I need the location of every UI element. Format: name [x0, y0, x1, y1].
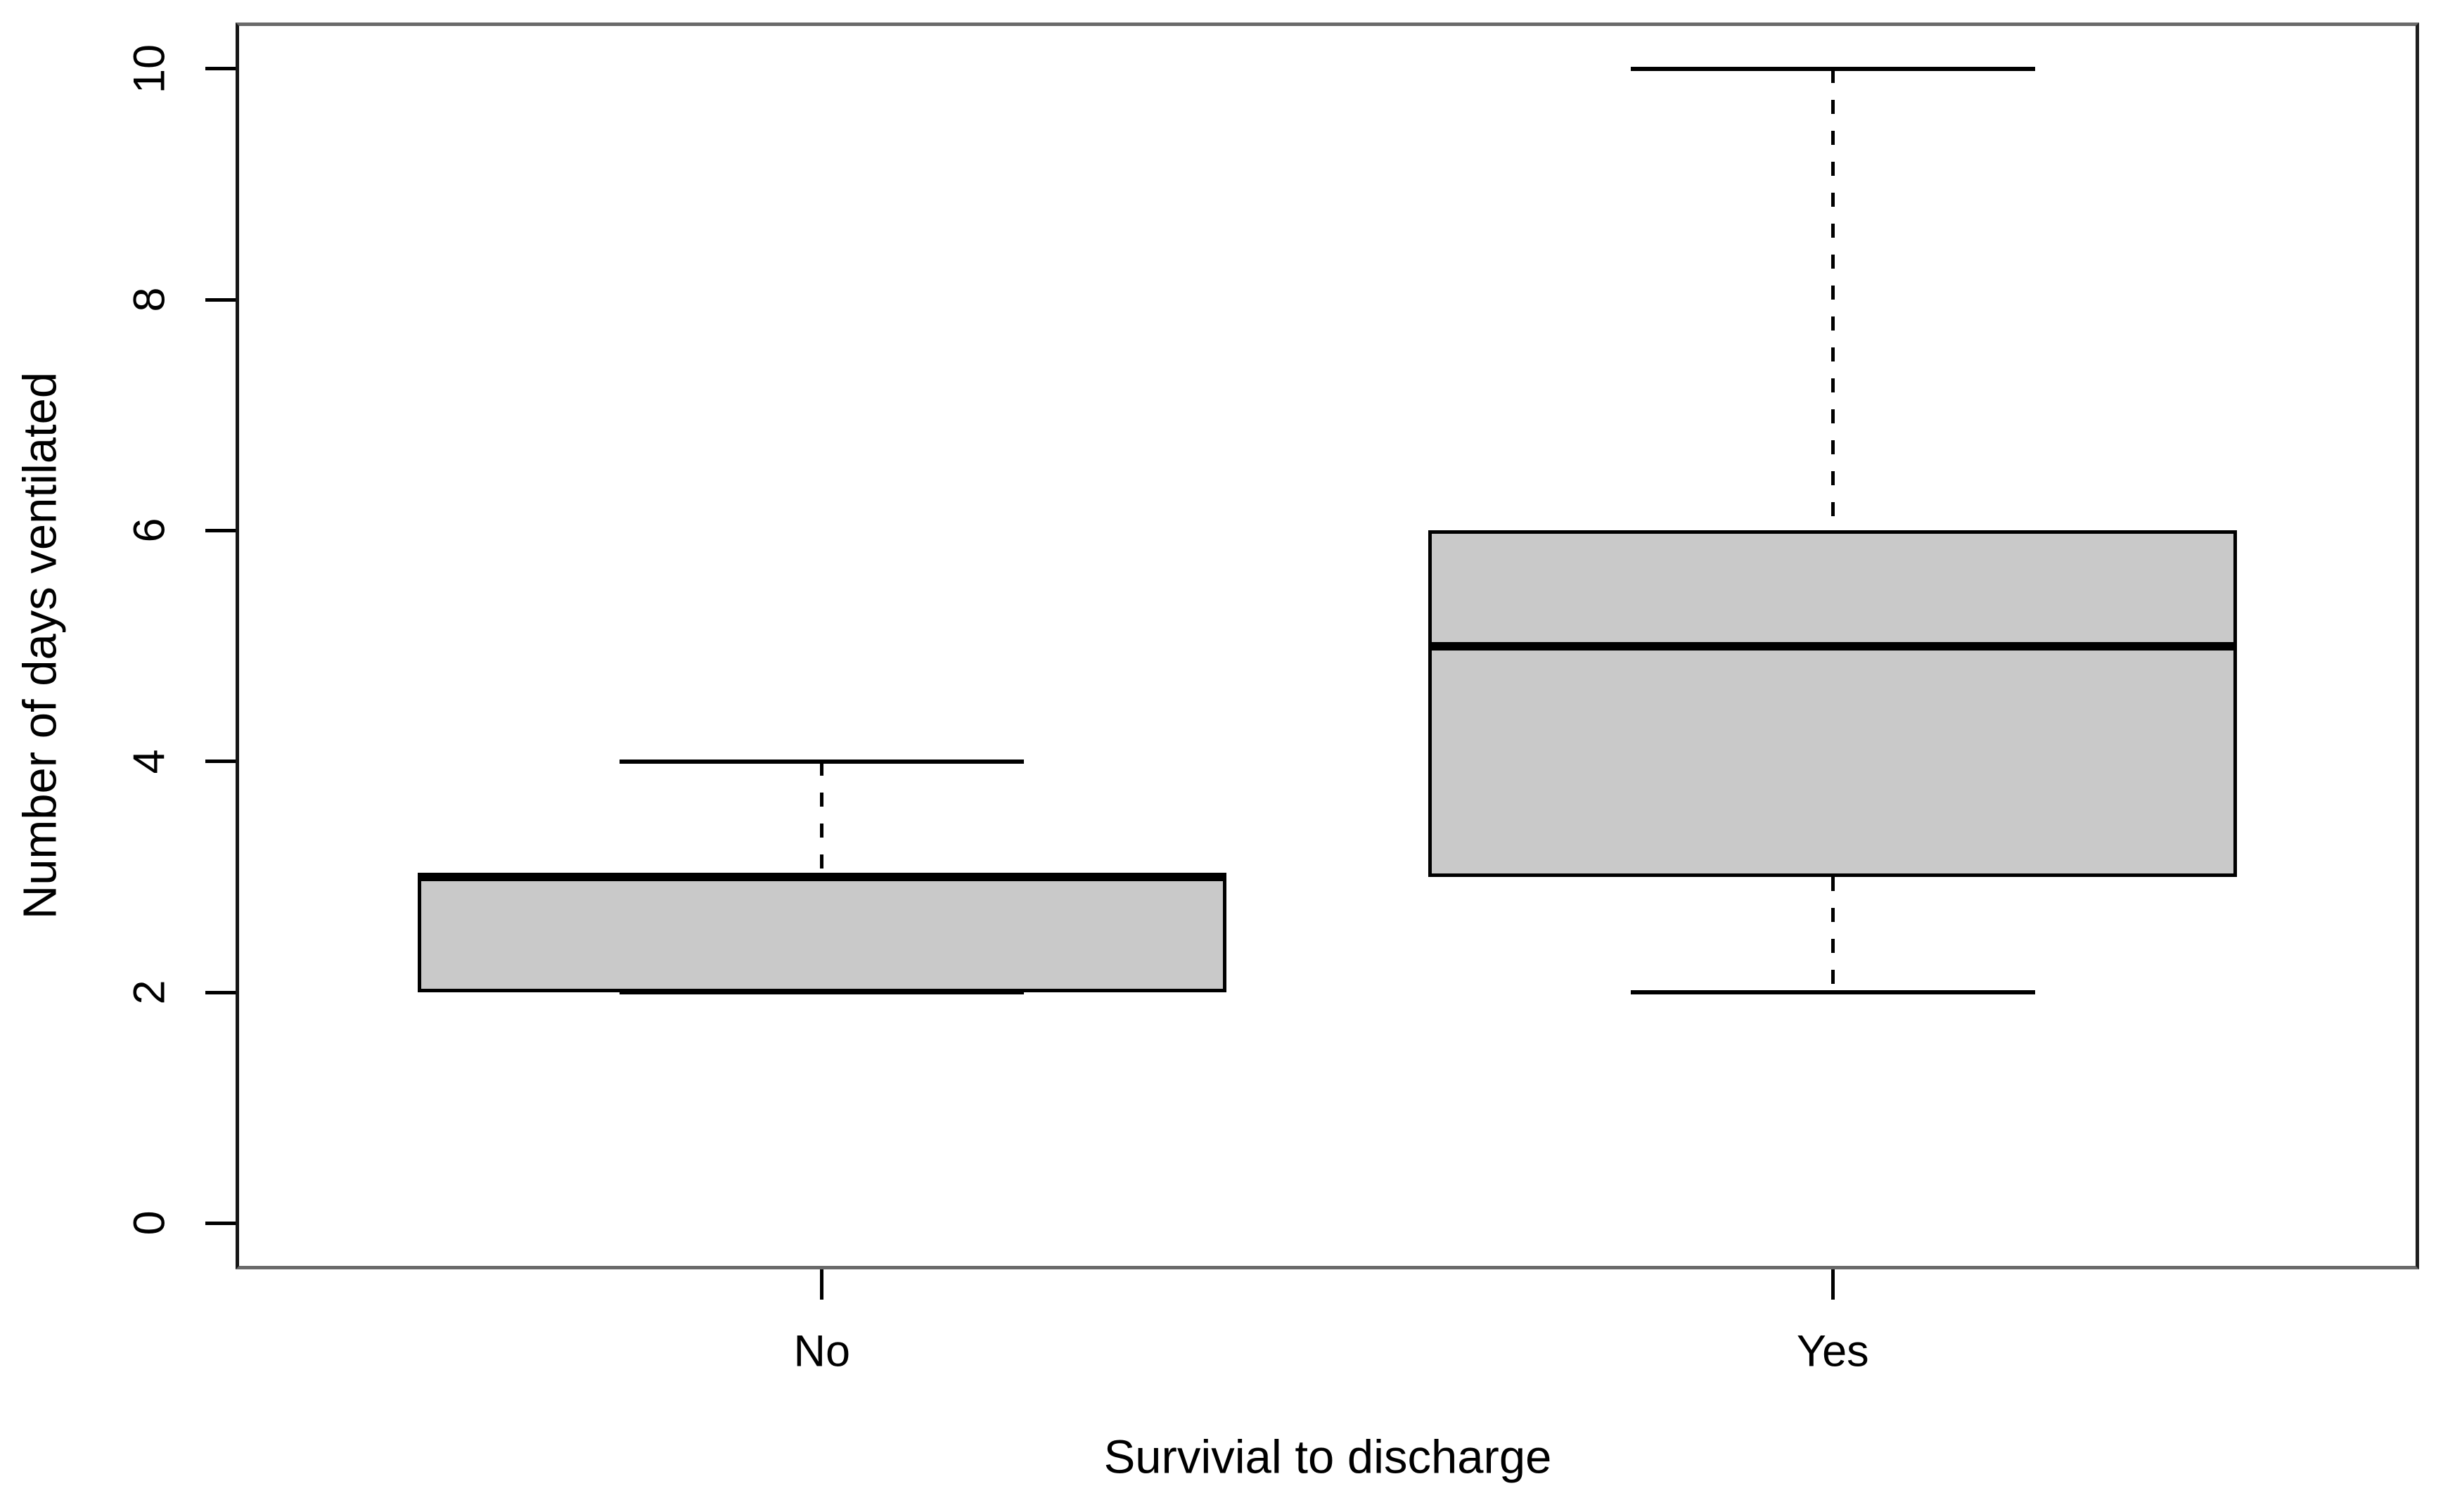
- plot-frame: [236, 23, 2419, 1269]
- y-axis-tick: [205, 297, 236, 302]
- x-axis-title: Survivial to discharge: [1103, 1430, 1552, 1484]
- y-axis-tick-label: 4: [124, 749, 174, 774]
- lower-whisker-cap: [1630, 990, 2035, 994]
- upper-whisker-cap: [1630, 66, 2035, 71]
- y-axis-tick: [205, 67, 236, 71]
- lower-whisker-cap: [620, 990, 1025, 994]
- upper-whisker-line: [1830, 68, 1835, 531]
- lower-whisker-line: [1830, 876, 1835, 992]
- y-axis-tick: [205, 528, 236, 532]
- iqr-box: [417, 876, 1226, 992]
- y-axis-tick-label: 2: [124, 980, 174, 1005]
- y-axis-tick-label: 8: [124, 287, 174, 312]
- y-axis-tick-label: 0: [124, 1210, 174, 1236]
- x-axis-category-label: No: [793, 1326, 851, 1376]
- y-axis-title: Number of days ventilated: [13, 371, 67, 920]
- median-line: [1428, 641, 2238, 651]
- y-axis-tick: [205, 760, 236, 764]
- y-axis-tick-label: 10: [124, 44, 174, 94]
- iqr-box: [1428, 530, 2238, 877]
- x-axis-tick: [820, 1269, 824, 1300]
- upper-whisker-line: [820, 761, 824, 877]
- median-line: [417, 872, 1226, 881]
- y-axis-tick: [205, 990, 236, 994]
- y-axis-tick: [205, 1221, 236, 1225]
- upper-whisker-cap: [620, 759, 1025, 764]
- y-axis-tick-label: 6: [124, 518, 174, 543]
- x-axis-tick: [1830, 1269, 1835, 1300]
- x-axis-category-label: Yes: [1796, 1326, 1869, 1376]
